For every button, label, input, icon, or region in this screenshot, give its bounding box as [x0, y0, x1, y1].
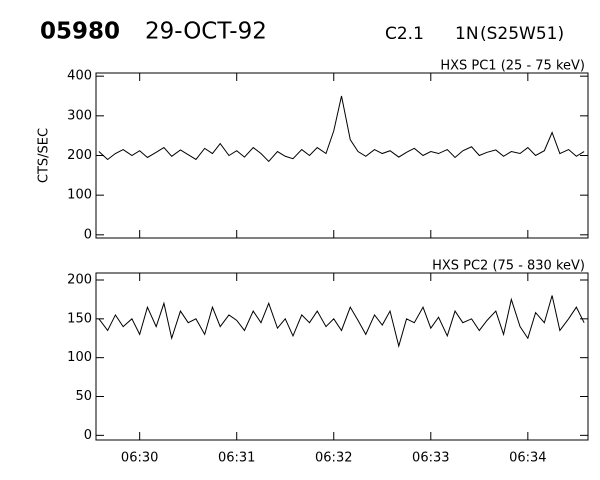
x-tick-label: 06:34: [509, 451, 546, 466]
flare-class: C2.1: [385, 24, 424, 44]
data-line: [98, 295, 585, 348]
data-line: [98, 95, 585, 163]
x-tick-label: 06:30: [121, 451, 158, 466]
event-date: 29-OCT-92: [145, 19, 267, 45]
y-tick-label: 0: [84, 227, 92, 242]
y-tick-label: 100: [67, 350, 92, 365]
y-tick-label: 150: [67, 311, 92, 326]
y-tick-label: 300: [67, 108, 92, 123]
y-tick-label: 50: [75, 389, 92, 404]
y-tick-label: 400: [67, 69, 92, 84]
y-tick-label: 200: [67, 148, 92, 163]
importance: 1N: [455, 24, 479, 44]
x-tick-label: 06:31: [218, 451, 255, 466]
y-tick-label: 0: [84, 428, 92, 443]
plot-frame: [95, 272, 589, 441]
panel-title: HXS PC1 (25 - 75 keV): [440, 59, 585, 74]
event-id: 05980: [40, 19, 120, 45]
x-tick-label: 06:33: [412, 451, 449, 466]
y-tick-label: 100: [67, 188, 92, 203]
location: (S25W51): [480, 24, 564, 44]
panel-title: HXS PC2 (75 - 830 keV): [432, 259, 585, 274]
y-tick-label: 200: [67, 272, 92, 287]
y-axis-label: CTS/SEC: [37, 128, 52, 183]
x-tick-label: 06:32: [315, 451, 352, 466]
